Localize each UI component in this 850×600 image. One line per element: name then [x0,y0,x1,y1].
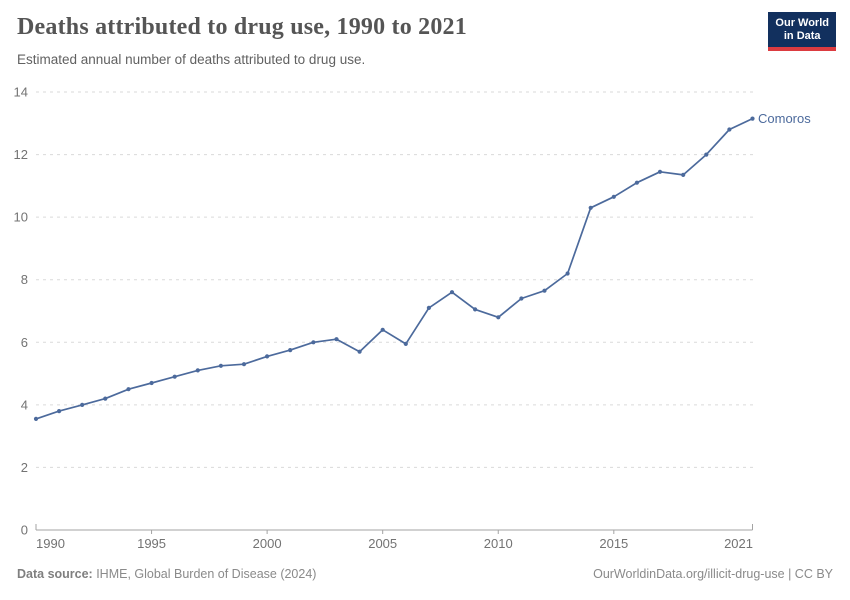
data-point-marker [519,296,524,301]
data-point-marker [657,169,663,174]
data-point-marker [426,305,431,310]
y-axis-tick-label: 0 [21,523,28,538]
data-source-text: IHME, Global Burden of Disease (2024) [92,567,317,581]
data-point-marker [126,387,131,392]
data-point-marker [565,271,570,276]
attribution-link[interactable]: OurWorldinData.org/illicit-drug-use | CC… [593,567,833,581]
data-point-marker [727,127,732,132]
chart-title: Deaths attributed to drug use, 1990 to 2… [17,14,467,40]
data-point-marker [80,402,85,407]
data-point-marker [611,194,616,199]
y-axis-tick-label: 14 [14,85,28,100]
x-axis-tick-label: 2000 [253,536,282,551]
y-axis-tick-label: 4 [21,397,28,412]
line-chart-canvas[interactable]: 0 2 4 6 8 10 12 14 1990 1995 2000 2005 2010 2015 2021 C… [0,85,850,555]
data-point-marker [588,205,593,210]
data-point-marker [33,416,39,421]
data-source-label: Data source: [17,567,93,581]
data-point-marker [265,354,270,359]
x-axis-tick-label: 2005 [368,536,397,551]
x-axis-tick-label: 1995 [137,536,166,551]
owid-logo-text: Our World in Data [768,12,836,47]
x-axis-tick-label: 2010 [484,536,513,551]
y-axis-tick-label: 12 [14,147,28,162]
data-point-marker [311,340,316,345]
data-point-marker [357,349,362,354]
y-axis-tick-label: 6 [21,335,28,350]
data-point-marker [449,290,455,295]
y-axis-tick-label: 8 [21,272,28,287]
data-point-marker [172,374,177,379]
y-axis-tick-label: 2 [21,460,28,475]
data-source-note: Data source: IHME, Global Burden of Dise… [17,567,316,581]
series-line [35,117,754,420]
x-axis-tick-label: 1990 [36,536,65,551]
data-point-marker [473,307,478,312]
chart-footer: Data source: IHME, Global Burden of Dise… [17,567,833,581]
data-point-marker [634,180,640,185]
data-point-marker [103,396,108,401]
series-label[interactable]: Comoros [758,111,811,126]
data-point-marker [149,380,154,386]
owid-logo-red-bar [768,47,836,51]
data-point-marker [195,368,200,373]
data-point-marker [403,341,408,346]
y-axis-tick-label: 10 [14,210,28,225]
data-point-marker [57,409,62,414]
data-point-marker [750,116,755,121]
data-point-marker [334,337,339,342]
data-point-marker [380,327,385,332]
owid-logo[interactable]: Our World in Data [768,12,836,51]
x-axis-tick-label: 2015 [599,536,628,551]
data-point-marker [704,152,709,157]
data-point-marker [218,363,223,368]
chart-subtitle: Estimated annual number of deaths attrib… [17,52,366,67]
data-point-marker [681,172,686,177]
x-axis-tick-label: 2021 [724,536,753,551]
data-point-marker [496,315,501,320]
data-point-marker [288,348,293,353]
data-point-marker [241,362,247,367]
data-point-marker [542,288,547,293]
